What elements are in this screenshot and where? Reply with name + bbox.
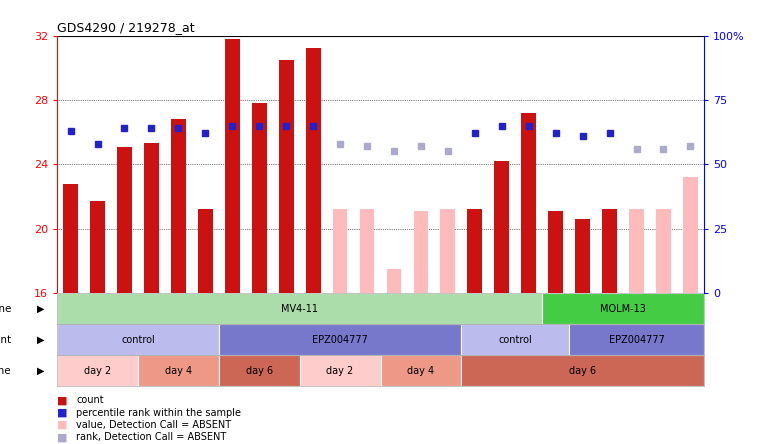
Bar	[279, 59, 294, 293]
Bar	[495, 161, 509, 293]
Bar	[467, 210, 482, 293]
Bar	[543, 293, 704, 324]
Text: control: control	[121, 335, 154, 345]
Bar	[575, 219, 590, 293]
Text: day 4: day 4	[407, 366, 435, 376]
Text: MOLM-13: MOLM-13	[600, 304, 646, 313]
Text: day 6: day 6	[246, 366, 272, 376]
Bar	[138, 355, 219, 386]
Bar	[57, 355, 138, 386]
Bar	[117, 147, 132, 293]
Bar	[521, 113, 537, 293]
Bar	[198, 210, 213, 293]
Bar	[360, 210, 374, 293]
Bar	[333, 210, 348, 293]
Text: rank, Detection Call = ABSENT: rank, Detection Call = ABSENT	[76, 432, 226, 443]
Text: EPZ004777: EPZ004777	[312, 335, 368, 345]
Bar	[90, 201, 105, 293]
Bar	[387, 269, 401, 293]
Text: day 6: day 6	[569, 366, 596, 376]
Bar	[224, 39, 240, 293]
Text: value, Detection Call = ABSENT: value, Detection Call = ABSENT	[76, 420, 231, 430]
Text: ■: ■	[57, 395, 68, 405]
Text: ■: ■	[57, 408, 68, 418]
Text: count: count	[76, 395, 103, 405]
Bar	[57, 293, 543, 324]
Text: ▶: ▶	[37, 335, 45, 345]
Bar	[569, 324, 704, 355]
Text: agent: agent	[0, 335, 11, 345]
Text: time: time	[0, 366, 11, 376]
Bar	[461, 355, 704, 386]
Text: ▶: ▶	[37, 366, 45, 376]
Bar	[683, 177, 698, 293]
Text: percentile rank within the sample: percentile rank within the sample	[76, 408, 241, 418]
Text: day 4: day 4	[165, 366, 192, 376]
Bar	[413, 211, 428, 293]
Text: day 2: day 2	[326, 366, 354, 376]
Text: GDS4290 / 219278_at: GDS4290 / 219278_at	[57, 21, 195, 34]
Bar	[144, 143, 159, 293]
Text: ▶: ▶	[37, 304, 45, 313]
Text: EPZ004777: EPZ004777	[609, 335, 664, 345]
Bar	[461, 324, 569, 355]
Bar	[252, 103, 266, 293]
Bar	[219, 324, 461, 355]
Bar	[300, 355, 380, 386]
Bar	[57, 324, 219, 355]
Text: MV4-11: MV4-11	[281, 304, 318, 313]
Bar	[602, 210, 617, 293]
Bar	[441, 210, 455, 293]
Text: cell line: cell line	[0, 304, 11, 313]
Bar	[171, 119, 186, 293]
Bar	[306, 48, 320, 293]
Text: ■: ■	[57, 432, 68, 443]
Bar	[219, 355, 300, 386]
Bar	[380, 355, 461, 386]
Text: ■: ■	[57, 420, 68, 430]
Bar	[63, 184, 78, 293]
Bar	[548, 211, 563, 293]
Bar	[656, 210, 671, 293]
Bar	[629, 210, 644, 293]
Text: control: control	[498, 335, 532, 345]
Text: day 2: day 2	[84, 366, 111, 376]
